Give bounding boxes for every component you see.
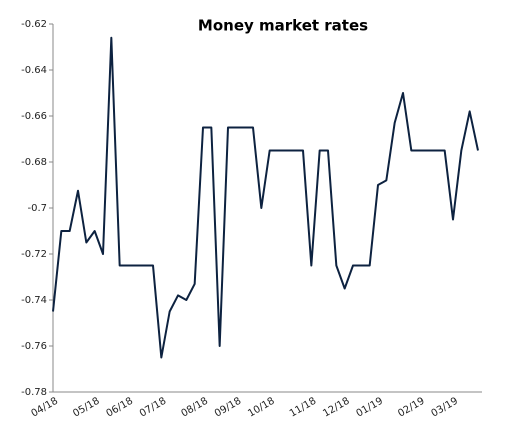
x-tick-label: 10/18	[246, 396, 276, 420]
y-tick-label: -0.68	[21, 157, 47, 168]
x-tick-label: 06/18	[105, 396, 135, 420]
y-tick-label: -0.62	[21, 19, 47, 30]
y-tick-label: -0.66	[21, 111, 47, 122]
chart-title: Money market rates	[198, 17, 368, 35]
x-tick-label: 03/19	[430, 396, 460, 420]
y-tick-label: -0.74	[21, 295, 47, 306]
y-tick-label: -0.76	[21, 341, 47, 352]
x-tick-label: 09/18	[213, 396, 243, 420]
x-tick-label: 05/18	[71, 396, 101, 420]
x-tick-label: 11/18	[288, 396, 318, 420]
x-tick-label: 04/18	[30, 396, 60, 420]
x-tick-label: 01/19	[355, 396, 385, 420]
x-tick-label: 12/18	[321, 396, 351, 420]
y-tick-label: -0.72	[21, 249, 47, 260]
x-tick-label: 02/19	[396, 396, 426, 420]
y-tick-label: -0.78	[21, 387, 47, 398]
y-tick-label: -0.64	[21, 65, 47, 76]
y-tick-label: -0.7	[27, 203, 47, 214]
x-tick-label: 07/18	[138, 396, 168, 420]
x-tick-label: 08/18	[180, 396, 210, 420]
line-series	[52, 36, 479, 359]
